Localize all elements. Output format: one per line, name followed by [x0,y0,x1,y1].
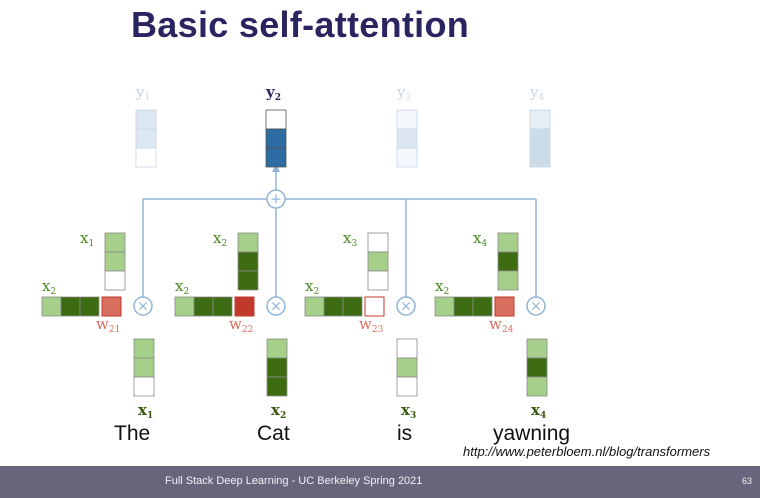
query-vector-4-cell [472,296,493,317]
query-label-3: x2 [305,277,319,297]
weight-label-w23: w23 [359,315,384,335]
sum-icon [266,189,286,209]
output-y2-cell [265,128,287,149]
value-label-x3: x3 [401,401,416,421]
output-y4-cell [529,128,551,149]
value-vector-x1-cell [133,338,155,359]
query-vector-3-cell [342,296,363,317]
value-label-x4: x4 [531,401,546,421]
output-y1-cell [135,128,157,149]
value-vector-x4-cell [526,376,548,397]
weight-label-w21: w21 [96,315,120,335]
key-vector-x4-cell [497,232,519,253]
value-vector-x2-cell [266,338,288,359]
attention-weight-w23 [364,296,385,317]
key-vector-x3-cell [367,232,389,253]
query-label-1: x2 [42,277,56,297]
key-label-x1: x1 [80,229,94,249]
value-label-x2: x2 [271,401,286,421]
multiply-icon-2 [266,296,286,316]
key-vector-x2-cell [237,270,259,291]
key-vector-x1-cell [104,270,126,291]
output-label-y2: y2 [265,83,281,103]
output-arrow-head [272,164,280,172]
word-is: is [397,422,413,445]
query-vector-1-cell [41,296,62,317]
multiply-icon-3-symbol: × [400,299,412,315]
output-y2-cell [265,109,287,130]
attention-weight-w24 [494,296,515,317]
value-vector-x2-cell [266,376,288,397]
key-label-x2: x2 [213,229,227,249]
self-attention-diagram: y1 y2 y3 y4 + x1 x2 w21 x1 × x2 x2 w22 x2 × x3 x2 w23 x3 × x… [41,83,551,421]
sum-icon-symbol: + [270,192,282,208]
weight-label-w24: w24 [489,315,514,335]
query-vector-1-cell [60,296,81,317]
query-vector-1-cell [79,296,100,317]
query-vector-4-cell [453,296,474,317]
output-y3-cell [396,147,418,168]
key-vector-x2-cell [237,251,259,272]
key-vector-x3-cell [367,270,389,291]
key-vector-x1-cell [104,232,126,253]
key-vector-x3-cell [367,251,389,272]
key-vector-x2-cell [237,232,259,253]
page-number: 63 [741,476,752,486]
output-y3-cell [396,128,418,149]
query-vector-2-cell [212,296,233,317]
attention-weight-w22 [234,296,255,317]
multiply-icon-4 [526,296,546,316]
key-vector-x1-cell [104,251,126,272]
output-y1-cell [135,109,157,130]
value-vector-x1-cell [133,376,155,397]
query-label-4: x2 [435,277,449,297]
query-vector-4-cell [434,296,455,317]
value-vector-x1-cell [133,357,155,378]
multiply-icon-1 [133,296,153,316]
key-vector-x4-cell [497,270,519,291]
output-y4-cell [529,147,551,168]
key-vector-x4-cell [497,251,519,272]
value-vector-x2-cell [266,357,288,378]
value-vector-x3-cell [396,338,418,359]
source-link[interactable]: http://www.peterbloem.nl/blog/transforme… [463,444,711,459]
query-vector-2-cell [174,296,195,317]
query-vector-2-cell [193,296,214,317]
output-label-y4: y4 [529,83,544,103]
value-vector-x4-cell [526,357,548,378]
footer-bar: Full Stack Deep Learning - UC Berkeley S… [0,466,760,498]
multiply-icon-3 [396,296,416,316]
multiply-icon-1-symbol: × [137,299,149,315]
footer-text: Full Stack Deep Learning - UC Berkeley S… [165,475,423,487]
value-label-x1: x1 [138,401,153,421]
output-y4-cell [529,109,551,130]
query-vector-3-cell [304,296,325,317]
value-vector-x3-cell [396,376,418,397]
slide-title: Basic self-attention [131,4,470,45]
value-vector-x3-cell [396,357,418,378]
multiply-icon-2-symbol: × [270,299,282,315]
output-y3-cell [396,109,418,130]
output-y1-cell [135,147,157,168]
value-vector-x4-cell [526,338,548,359]
output-label-y1: y1 [135,83,150,103]
weight-label-w22: w22 [229,315,253,335]
key-label-x3: x3 [343,229,357,249]
multiply-icon-4-symbol: × [530,299,542,315]
query-vector-3-cell [323,296,344,317]
output-y2-cell [265,147,287,168]
word-cat: Cat [257,422,290,445]
query-label-2: x2 [175,277,189,297]
key-label-x4: x4 [473,229,487,249]
output-label-y3: y3 [396,83,411,103]
attention-weight-w21 [101,296,122,317]
word-yawning: yawning [493,422,571,445]
word-the: The [114,422,151,445]
